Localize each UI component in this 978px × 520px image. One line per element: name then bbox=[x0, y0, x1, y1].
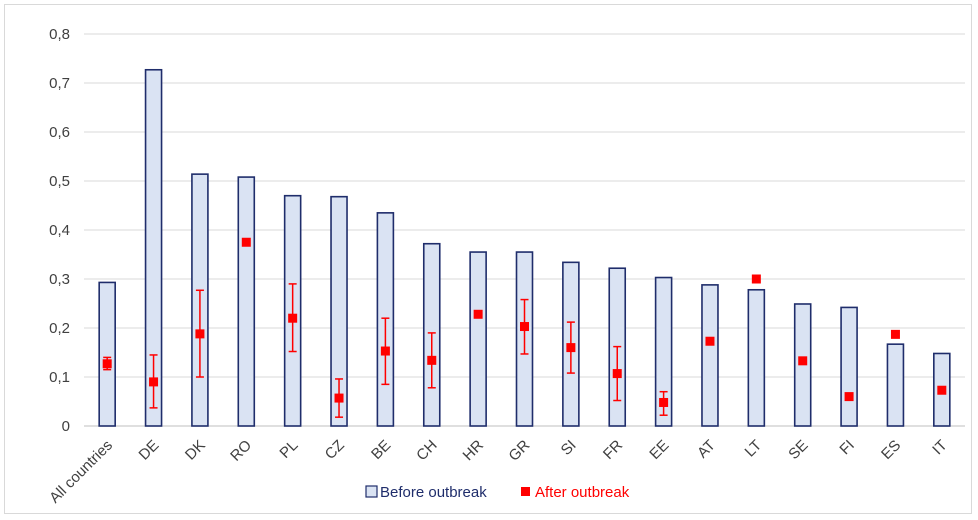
legend-label-after-outbreak: After outbreak bbox=[535, 484, 630, 501]
x-tick-label: CZ bbox=[322, 437, 348, 463]
point-es bbox=[890, 329, 900, 339]
x-tick-label: PL bbox=[276, 437, 301, 462]
x-tick-label: BE bbox=[368, 437, 394, 463]
bar-ee bbox=[654, 276, 673, 427]
point-all-countries bbox=[102, 359, 112, 369]
point-cz bbox=[334, 393, 344, 403]
x-tick-label: SE bbox=[785, 437, 811, 463]
y-axis-ticks: 0 0,1 0,2 0,3 0,4 0,5 0,6 0,7 0,8 bbox=[49, 26, 70, 435]
x-tick-label: CH bbox=[413, 437, 440, 464]
x-tick-label: FI bbox=[836, 437, 857, 458]
chart-frame bbox=[4, 4, 972, 514]
legend-label-before-outbreak: Before outbreak bbox=[380, 484, 487, 501]
y-tick-label: 0 bbox=[62, 418, 70, 435]
gridlines bbox=[84, 33, 965, 427]
x-tick-label: FR bbox=[600, 437, 626, 463]
bar-fi bbox=[840, 306, 858, 427]
point-si bbox=[566, 343, 576, 353]
point-dk bbox=[195, 329, 205, 339]
bar-ro bbox=[237, 176, 256, 427]
bar-all-countries bbox=[98, 281, 116, 427]
x-axis-ticks: All countries DE DK RO PL CZ BE CH HR GR SI FR EE AT L… bbox=[46, 437, 950, 507]
bars-before-outbreak bbox=[98, 68, 951, 427]
points-after-outbreak bbox=[102, 237, 947, 407]
legend-swatch-before-outbreak bbox=[365, 485, 378, 498]
point-hr bbox=[473, 309, 483, 319]
bar-cz bbox=[330, 195, 348, 427]
point-ro bbox=[241, 237, 251, 247]
bar-hr bbox=[469, 251, 487, 427]
x-tick-label: ES bbox=[878, 437, 904, 463]
y-tick-label: 0,1 bbox=[49, 369, 70, 386]
y-tick-label: 0,2 bbox=[49, 320, 70, 337]
x-tick-label: DK bbox=[182, 437, 209, 464]
bar-lt bbox=[747, 288, 766, 427]
y-tick-label: 0,8 bbox=[49, 26, 70, 43]
point-ee bbox=[659, 397, 669, 407]
x-tick-label: IT bbox=[929, 437, 950, 458]
x-tick-label: GR bbox=[505, 437, 533, 465]
legend-swatch-after-outbreak bbox=[521, 487, 530, 496]
point-fi bbox=[844, 392, 854, 402]
point-be bbox=[380, 346, 390, 356]
x-tick-label: LT bbox=[742, 437, 766, 461]
y-tick-label: 0,5 bbox=[49, 173, 70, 190]
bar-es bbox=[886, 343, 905, 427]
bar-de bbox=[144, 68, 163, 427]
y-tick-label: 0,4 bbox=[49, 222, 70, 239]
y-tick-label: 0,6 bbox=[49, 124, 70, 141]
x-tick-label: DE bbox=[136, 437, 163, 464]
x-tick-label: EE bbox=[646, 437, 672, 463]
point-at bbox=[705, 336, 715, 346]
point-gr bbox=[520, 322, 529, 332]
x-tick-label: AT bbox=[694, 437, 719, 462]
x-tick-label: All countries bbox=[46, 437, 116, 507]
point-de bbox=[149, 377, 159, 387]
point-it bbox=[937, 385, 947, 395]
y-tick-label: 0,7 bbox=[49, 75, 70, 92]
y-tick-label: 0,3 bbox=[49, 271, 70, 288]
bar-at bbox=[701, 284, 719, 427]
x-tick-label: RO bbox=[227, 437, 255, 465]
legend: Before outbreak After outbreak bbox=[365, 484, 630, 501]
point-pl bbox=[288, 313, 298, 323]
point-lt bbox=[751, 274, 761, 284]
point-fr bbox=[612, 369, 622, 379]
x-tick-label: SI bbox=[558, 437, 580, 459]
point-se bbox=[798, 356, 808, 366]
x-tick-label: HR bbox=[460, 437, 487, 464]
point-ch bbox=[427, 355, 437, 365]
